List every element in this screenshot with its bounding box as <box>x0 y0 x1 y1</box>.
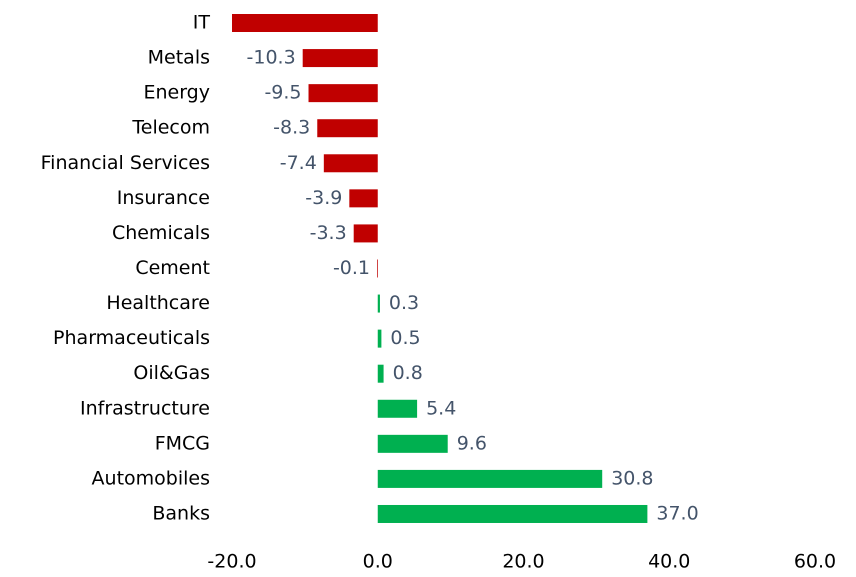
value-label: 0.5 <box>390 327 420 349</box>
value-label: 30.8 <box>611 467 653 489</box>
value-label: -9.5 <box>264 82 301 104</box>
value-label: 9.6 <box>457 432 487 454</box>
x-tick-label: 20.0 <box>502 551 544 573</box>
value-label: 37.0 <box>656 502 698 524</box>
bar <box>377 399 418 418</box>
y-tick-label: Metals <box>148 47 210 69</box>
y-tick-label: Insurance <box>117 187 210 209</box>
bar <box>308 84 378 103</box>
value-label: -7.4 <box>280 152 317 174</box>
bar <box>377 434 448 453</box>
y-tick-label: Cement <box>135 257 210 279</box>
y-tick-label: IT <box>193 12 211 34</box>
bar <box>377 364 384 383</box>
x-tick-label: 60.0 <box>794 551 836 573</box>
bar <box>353 224 378 243</box>
bar <box>302 49 378 68</box>
x-tick-label: 40.0 <box>648 551 690 573</box>
y-tick-label: Pharmaceuticals <box>53 327 210 349</box>
y-tick-label: Oil&Gas <box>133 362 210 384</box>
y-tick-label: Healthcare <box>106 292 210 314</box>
bar <box>377 504 648 523</box>
y-tick-label: Financial Services <box>41 152 210 174</box>
value-label: -10.3 <box>247 47 296 69</box>
value-label: 5.4 <box>426 397 456 419</box>
bar <box>377 294 380 313</box>
x-tick-label: 0.0 <box>363 551 393 573</box>
bar <box>317 119 378 138</box>
y-tick-label: FMCG <box>155 432 210 454</box>
bar <box>232 14 378 32</box>
value-label: -3.3 <box>310 222 347 244</box>
bar <box>349 189 378 208</box>
bar <box>323 154 378 173</box>
y-tick-label: Infrastructure <box>80 397 210 419</box>
y-tick-label: Banks <box>152 502 210 524</box>
value-label: 0.3 <box>389 292 419 314</box>
y-tick-label: Telecom <box>131 117 210 139</box>
y-tick-label: Automobiles <box>92 467 210 489</box>
y-tick-label: Energy <box>143 82 210 104</box>
bar <box>377 259 378 278</box>
x-tick-label: -20.0 <box>207 551 256 573</box>
bar <box>377 469 603 488</box>
y-tick-label: Chemicals <box>112 222 210 244</box>
value-label: 0.8 <box>393 362 423 384</box>
value-label: -0.1 <box>333 257 370 279</box>
value-label: -3.9 <box>305 187 342 209</box>
bar <box>377 329 382 348</box>
value-label: -8.3 <box>273 117 310 139</box>
